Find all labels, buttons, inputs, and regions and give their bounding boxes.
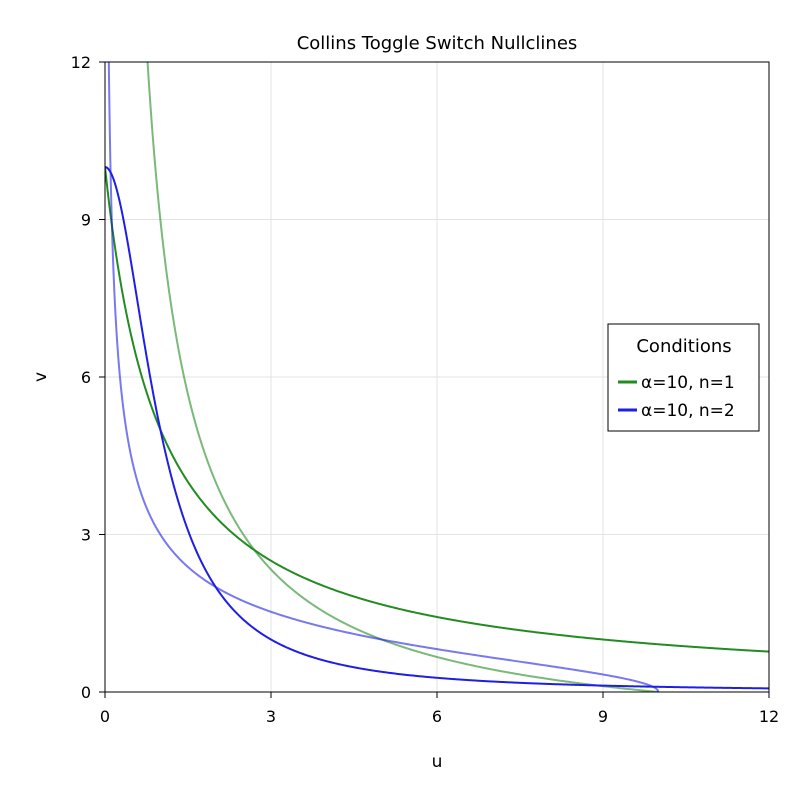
- x-axis-title: u: [432, 752, 443, 772]
- y-tick-label: 9: [81, 211, 91, 230]
- x-tick-label: 9: [598, 707, 608, 726]
- x-tick-label: 3: [266, 707, 276, 726]
- chart-title: Collins Toggle Switch Nullclines: [297, 33, 578, 54]
- axis-ticks: 0 3 6 9 12 0 3 6 9 12: [71, 53, 780, 726]
- legend-box: [607, 323, 760, 432]
- y-tick-label: 6: [81, 368, 91, 387]
- x-tick-label: 0: [100, 707, 110, 726]
- legend: Conditions α=10, n=1 α=10, n=2: [607, 323, 760, 432]
- plot-curves: [105, 62, 769, 692]
- legend-title: Conditions: [636, 336, 731, 357]
- y-tick-label: 0: [81, 683, 91, 702]
- y-tick-label: 12: [71, 53, 91, 72]
- x-tick-label: 6: [432, 707, 442, 726]
- y-axis-title: v: [31, 372, 51, 382]
- nullcline-u-2: [107, 62, 660, 692]
- nullcline-u-1: [146, 62, 659, 692]
- legend-label-n2: α=10, n=2: [641, 401, 735, 421]
- nullcline-v-1: [105, 166, 769, 653]
- x-tick-label: 12: [759, 707, 779, 726]
- legend-label-n1: α=10, n=1: [641, 373, 735, 393]
- y-tick-label: 3: [81, 526, 91, 545]
